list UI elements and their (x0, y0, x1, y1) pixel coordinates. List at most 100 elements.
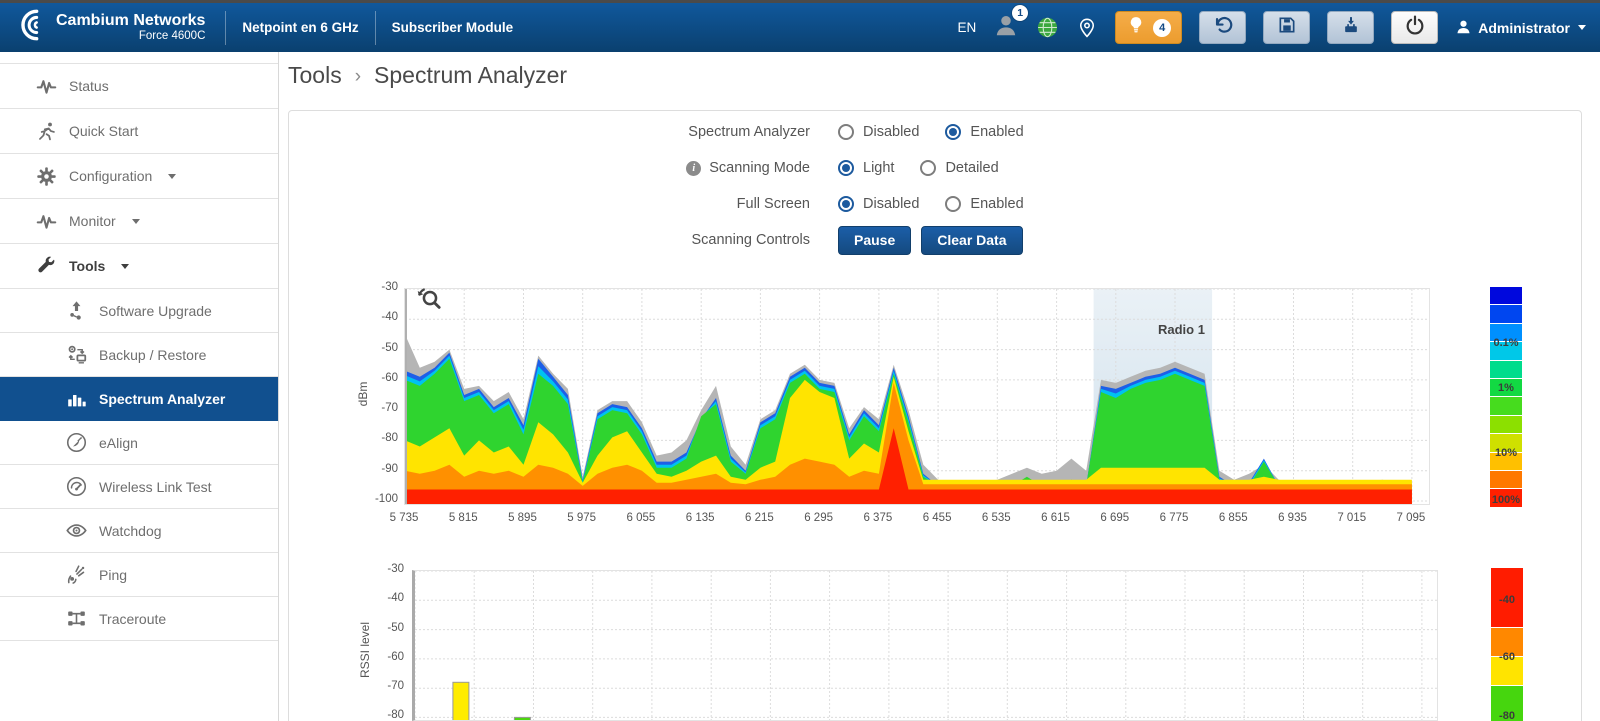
rssi-bar-chart[interactable] (412, 570, 1438, 721)
radio-spectrum-disabled[interactable]: Disabled (838, 124, 919, 140)
control-label: i Scanning Mode (450, 160, 810, 176)
radio-icon (838, 196, 854, 212)
bar-chart-icon (68, 395, 86, 407)
location-pin-icon[interactable] (1076, 17, 1098, 39)
sidebar-item-spectrum-analyzer[interactable]: Spectrum Analyzer (0, 377, 278, 421)
legend-segment (1491, 628, 1523, 657)
breadcrumb-section[interactable]: Tools (288, 62, 342, 88)
sidebar-item-watchdog[interactable]: Watchdog (0, 509, 278, 553)
legend-label: 10% (1494, 447, 1518, 459)
x-tick-label: 7 095 (1396, 512, 1426, 524)
sidebar-item-backup-restore[interactable]: Backup / Restore (0, 333, 278, 377)
sidebar-item-wireless-link-test[interactable]: Wireless Link Test (0, 465, 278, 509)
notifications-button[interactable]: 4 (1115, 11, 1183, 44)
x-tick-label: 6 455 (922, 512, 952, 524)
control-row-scanning-mode: i Scanning Mode Light Detailed (450, 156, 1025, 180)
spectrum-analyzer-chart[interactable] (404, 288, 1430, 505)
undo-button[interactable] (1199, 11, 1247, 44)
traceroute-icon (68, 611, 85, 626)
commit-config-button[interactable] (1327, 11, 1375, 44)
radio-scanning-detailed[interactable]: Detailed (920, 160, 999, 176)
legend-label: -40 (1499, 594, 1515, 606)
y-tick-label: -70 (387, 680, 404, 693)
legend-label: -80 (1499, 710, 1515, 721)
sidebar-item-status[interactable]: Status (0, 64, 278, 109)
y-tick-label: -90 (381, 462, 398, 475)
page-title: Spectrum Analyzer (374, 62, 568, 88)
flash-write-icon (1341, 15, 1361, 40)
y-tick-label: -40 (381, 311, 398, 324)
chevron-down-icon (168, 173, 177, 179)
radio-fullscreen-disabled[interactable]: Disabled (838, 196, 919, 212)
sidebar-item-ealign[interactable]: eAlign (0, 421, 278, 465)
y-tick-label: -70 (381, 402, 398, 415)
control-label: Scanning Controls (691, 232, 811, 248)
rssi-color-legend: -40 -60 -80 (1491, 568, 1523, 721)
x-tick-label: 6 695 (1100, 512, 1130, 524)
breadcrumb-separator: › (354, 65, 362, 87)
sidebar-item-quick-start[interactable]: Quick Start (0, 109, 278, 154)
legend-segment (1491, 657, 1523, 686)
x-tick-label: 6 615 (1041, 512, 1070, 524)
legend-segment (1490, 323, 1522, 343)
y-tick-label: -80 (381, 432, 398, 445)
occupancy-color-legend: 0.1% 1% 10% 100% (1490, 287, 1522, 508)
backup-restore-icon (68, 345, 87, 364)
x-tick-label: 6 215 (745, 512, 774, 524)
notification-count-badge: 4 (1153, 18, 1172, 37)
brand-block[interactable]: Cambium Networks Force 4600C (56, 12, 206, 42)
radio-spectrum-enabled[interactable]: Enabled (945, 124, 1024, 140)
sidebar: Status Quick Start Configuration Monitor… (0, 52, 279, 721)
reboot-button[interactable] (1391, 11, 1439, 44)
sidebar-item-configuration[interactable]: Configuration (0, 154, 278, 199)
clear-data-button[interactable]: Clear Data (921, 225, 1023, 255)
sidebar-item-tools[interactable]: Tools (0, 244, 278, 289)
x-tick-label: 6 055 (626, 512, 656, 524)
save-button[interactable] (1263, 11, 1311, 44)
top-navigation-bar: Cambium Networks Force 4600C Netpoint en… (0, 3, 1600, 52)
sidebar-item-software-upgrade[interactable]: Software Upgrade (0, 289, 278, 333)
radio-fullscreen-enabled[interactable]: Enabled (945, 196, 1024, 212)
legend-segment (1490, 305, 1522, 324)
sidebar-item-monitor[interactable]: Monitor (0, 199, 278, 244)
radio-scanning-light[interactable]: Light (838, 160, 894, 176)
account-menu[interactable]: Administrator (1455, 18, 1586, 38)
device-name: Netpoint en 6 GHz (242, 20, 359, 35)
sidebar-item-ping[interactable]: Ping (0, 553, 278, 597)
chevron-down-icon (1578, 25, 1586, 30)
y-tick-label: -60 (381, 371, 398, 384)
eye-icon (66, 524, 87, 537)
pause-button[interactable]: Pause (838, 225, 912, 255)
x-tick-label: 6 375 (863, 512, 893, 524)
satellite-dish-icon (66, 432, 87, 453)
control-row-scanning-controls: Scanning Controls Pause Clear Data (450, 225, 1033, 255)
control-row-spectrum-analyzer: Spectrum Analyzer Disabled Enabled (450, 120, 1050, 144)
legend-label: 100% (1491, 494, 1521, 506)
control-label: Full Screen (736, 196, 810, 212)
language-selector[interactable]: EN (957, 20, 977, 35)
globe-icon[interactable] (1036, 16, 1059, 39)
sessions-indicator[interactable]: 1 (993, 5, 1029, 43)
control-row-full-screen: Full Screen Disabled Enabled (450, 192, 1050, 216)
legend-segment (1490, 434, 1522, 453)
legend-segment (1490, 489, 1522, 508)
chevron-down-icon (121, 263, 130, 269)
y-tick-label: -60 (387, 650, 404, 663)
divider (225, 10, 227, 45)
info-icon[interactable]: i (686, 160, 702, 176)
power-icon (1404, 14, 1426, 41)
pulse-icon (36, 214, 57, 229)
reset-zoom-icon[interactable] (416, 286, 443, 318)
x-tick-label: 6 775 (1159, 512, 1189, 524)
x-tick-label: 6 535 (981, 512, 1011, 524)
session-count-badge: 1 (1012, 5, 1029, 21)
y-tick-label: -30 (381, 281, 398, 293)
radio-icon (945, 196, 962, 212)
y-axis-title-dbm: dBm (356, 381, 370, 407)
window-top-strip (0, 0, 1600, 3)
legend-label: -60 (1499, 651, 1515, 663)
radio-icon (945, 124, 962, 140)
runner-icon (39, 122, 55, 140)
sidebar-item-traceroute[interactable]: Traceroute (0, 597, 278, 641)
brand-model: Force 4600C (138, 29, 206, 42)
